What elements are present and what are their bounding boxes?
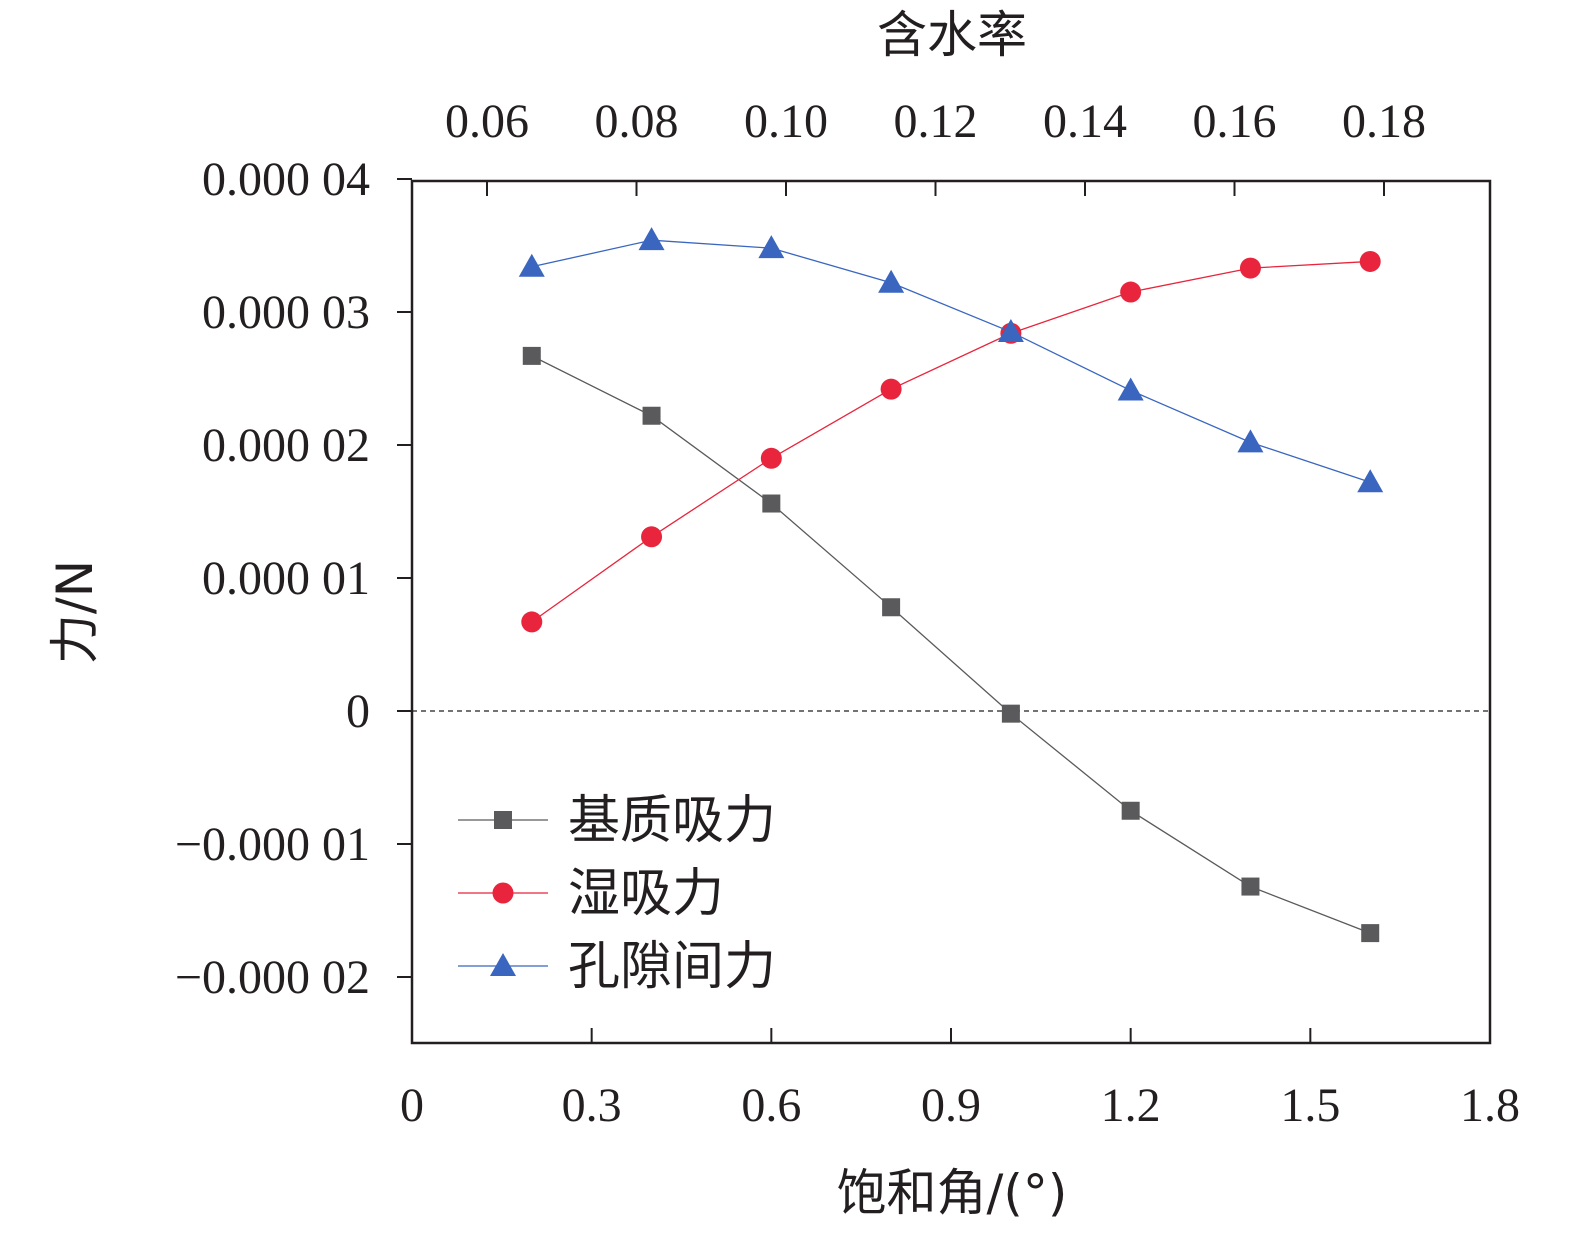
data-point (1239, 257, 1261, 279)
data-point (641, 526, 663, 548)
data-point (521, 611, 543, 633)
data-point (997, 318, 1024, 342)
x-tick-label: 1.8 (1460, 1079, 1520, 1132)
x2-tick-label: 0.16 (1193, 95, 1277, 148)
x2-tick-label: 0.08 (595, 95, 679, 148)
y-tick-label: 0.000 01 (202, 552, 370, 605)
x-tick-label: 0.3 (562, 1079, 622, 1132)
series-line (531, 355, 1371, 934)
x2-tick-label: 0.12 (894, 95, 978, 148)
data-point (1361, 924, 1380, 943)
data-point (1241, 877, 1260, 896)
data-point (1237, 429, 1264, 453)
legend-label: 基质吸力 (568, 791, 776, 851)
y-tick-label: 0.000 04 (202, 153, 370, 206)
x2-tick-label: 0.18 (1342, 95, 1426, 148)
x-tick-label: 1.5 (1280, 1079, 1340, 1132)
y-tick-label: 0 (346, 685, 370, 738)
x2-axis-title: 含水率 (877, 6, 1027, 64)
x2-tick-label: 0.06 (445, 95, 529, 148)
data-point (1357, 469, 1384, 493)
y-axis-title: 力/N (46, 560, 104, 664)
data-point (638, 227, 665, 251)
legend-marker (494, 811, 512, 829)
y-tick-label: −0.000 01 (175, 818, 370, 871)
data-point (642, 406, 661, 425)
y-tick-label: 0.000 02 (202, 419, 370, 472)
legend-label: 孔隙间力 (568, 937, 776, 997)
data-point (878, 269, 905, 293)
data-point (1121, 801, 1140, 820)
data-point (1117, 377, 1144, 401)
legend-label: 湿吸力 (568, 864, 724, 924)
data-point (1120, 281, 1142, 303)
data-point (760, 447, 782, 469)
x-tick-label: 0.9 (921, 1079, 981, 1132)
data-point (1001, 704, 1020, 723)
legend-marker (492, 882, 514, 904)
data-point (518, 253, 545, 277)
data-point (758, 235, 785, 259)
series-line (531, 260, 1371, 623)
axis-ticks: 0 0.3 0.6 0.9 1.2 1.5 1.8 0.06 0.08 0.10 0.12 0.14 0… (175, 95, 1520, 1132)
x-axis-title: 饱和角/(°) (837, 1164, 1068, 1222)
y-tick-label: −0.000 02 (175, 951, 370, 1004)
data-point (882, 598, 901, 617)
legend-marker (490, 953, 516, 976)
x-tick-label: 0 (400, 1079, 424, 1132)
series (518, 227, 1384, 943)
x2-tick-label: 0.10 (744, 95, 828, 148)
data-point (522, 346, 541, 365)
x2-tick-label: 0.14 (1043, 95, 1127, 148)
x-tick-label: 0.6 (741, 1079, 801, 1132)
data-point (880, 378, 902, 400)
series-line (531, 239, 1371, 483)
data-point (762, 494, 781, 513)
data-point (1359, 250, 1381, 272)
y-tick-label: 0.000 03 (202, 286, 370, 339)
x-tick-label: 1.2 (1101, 1079, 1161, 1132)
